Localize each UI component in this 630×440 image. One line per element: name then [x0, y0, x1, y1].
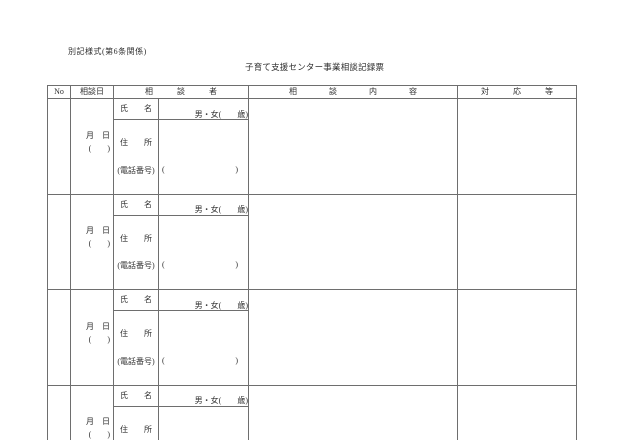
address-label: 住 所	[120, 424, 152, 434]
record-row-bottom: 住 所 (電話番号) ( )	[48, 405, 577, 440]
month-day-label: 月 日	[86, 417, 110, 427]
paren-close-icon: )	[235, 164, 238, 174]
consult-content-cell	[248, 193, 458, 290]
name-label-cell: 氏 名	[113, 384, 159, 407]
month-day-label: 月 日	[86, 226, 110, 236]
form-note: 別記様式(第6条関係)	[68, 47, 147, 56]
table-header-row: No 相談日 相 談 者 相 談 内 容 対 応 等	[47, 85, 577, 99]
phone-value-cell: ( )	[158, 405, 249, 440]
name-label-cell: 氏 名	[113, 98, 159, 120]
record-table-body: 月 日 ( ) 氏 名 男・女( 歳) 住 所 (電話番号) ( )	[47, 98, 577, 440]
record-row-bottom: 住 所 (電話番号) ( )	[48, 119, 577, 195]
address-label: 住 所	[120, 233, 152, 243]
header-consult-date: 相談日	[70, 85, 114, 99]
record-row-top: 月 日 ( ) 氏 名 男・女( 歳)	[47, 384, 577, 440]
date-stack: 月 日 ( )	[72, 417, 113, 440]
consult-content-cell	[248, 289, 458, 386]
consultation-record-table: No 相談日 相 談 者 相 談 内 容 対 応 等 月 日 ( ) 氏 名 男…	[47, 85, 577, 440]
weekday-parens: ( )	[88, 143, 110, 153]
sex-age-cell: 男・女( 歳)	[158, 289, 249, 311]
phone-label: (電話番号)	[117, 165, 155, 175]
weekday-parens: ( )	[88, 334, 110, 344]
phone-label: (電話番号)	[117, 261, 155, 271]
weekday-parens: ( )	[88, 430, 110, 440]
response-cell	[457, 384, 577, 440]
paren-close-icon: )	[235, 260, 238, 270]
weekday-parens: ( )	[88, 239, 110, 249]
date-stack: 月 日 ( )	[72, 130, 113, 153]
header-response: 対 応 等	[457, 85, 577, 99]
phone-value-cell: ( )	[158, 214, 249, 290]
sex-age-cell: 男・女( 歳)	[158, 193, 249, 216]
paren-close-icon: )	[235, 355, 238, 365]
record-row-bottom: 住 所 (電話番号) ( )	[48, 310, 577, 386]
sex-age-cell: 男・女( 歳)	[158, 98, 249, 120]
name-label-cell: 氏 名	[113, 289, 159, 311]
phone-label: (電話番号)	[117, 356, 155, 366]
phone-value-cell: ( )	[158, 310, 249, 386]
consult-date-cell: 月 日 ( )	[70, 289, 114, 386]
month-day-label: 月 日	[86, 130, 110, 140]
date-stack: 月 日 ( )	[72, 226, 113, 249]
response-cell	[457, 289, 577, 386]
record-row-top: 月 日 ( ) 氏 名 男・女( 歳)	[47, 193, 577, 290]
phone-parens: ( )	[160, 260, 248, 270]
sex-age-cell: 男・女( 歳)	[158, 384, 249, 407]
response-cell	[457, 98, 577, 195]
consult-date-cell: 月 日 ( )	[70, 193, 114, 290]
consult-content-cell	[248, 98, 458, 195]
header-no: No	[47, 85, 71, 99]
name-label-cell: 氏 名	[113, 193, 159, 216]
address-label-cell: 住 所 (電話番号)	[113, 405, 159, 440]
phone-value-cell: ( )	[158, 119, 249, 195]
paren-open-icon: (	[162, 355, 165, 365]
no-cell	[47, 384, 71, 440]
consult-date-cell: 月 日 ( )	[70, 384, 114, 440]
month-day-label: 月 日	[86, 321, 110, 331]
header-consult-content: 相 談 内 容	[248, 85, 458, 99]
address-label: 住 所	[120, 138, 152, 148]
address-label-cell: 住 所 (電話番号)	[113, 119, 159, 195]
phone-parens: ( )	[160, 355, 248, 366]
address-label: 住 所	[120, 329, 152, 339]
consult-content-cell	[248, 384, 458, 440]
phone-parens: ( )	[160, 164, 248, 175]
date-stack: 月 日 ( )	[72, 321, 113, 344]
page-title: 子育て支援センター事業相談記録票	[245, 62, 385, 72]
paren-open-icon: (	[162, 164, 165, 174]
response-cell	[457, 193, 577, 290]
record-row-top: 月 日 ( ) 氏 名 男・女( 歳)	[47, 289, 577, 386]
no-cell	[47, 289, 71, 386]
consult-date-cell: 月 日 ( )	[70, 98, 114, 195]
address-label-cell: 住 所 (電話番号)	[113, 310, 159, 386]
paren-open-icon: (	[162, 260, 165, 270]
no-cell	[47, 193, 71, 290]
header-consulter: 相 談 者	[113, 85, 249, 99]
record-row-top: 月 日 ( ) 氏 名 男・女( 歳)	[47, 98, 577, 195]
no-cell	[47, 98, 71, 195]
address-label-cell: 住 所 (電話番号)	[113, 214, 159, 290]
